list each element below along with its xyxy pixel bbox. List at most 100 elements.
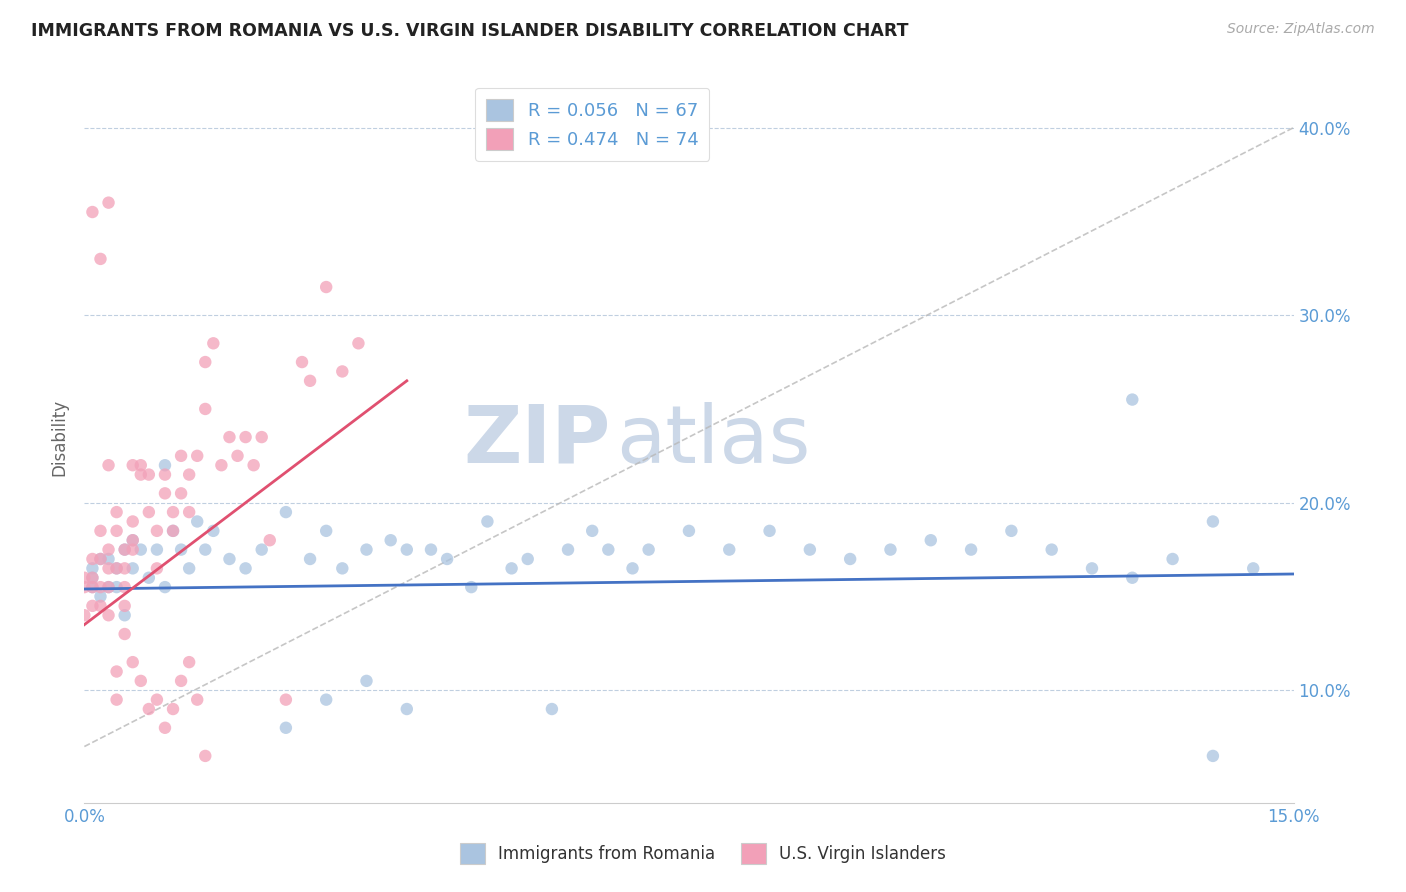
Point <box>121 533 143 548</box>
Point <box>758 524 780 538</box>
Point <box>879 542 901 557</box>
Point <box>153 486 176 500</box>
Point <box>89 599 111 613</box>
Point <box>315 692 337 706</box>
Point <box>97 552 120 566</box>
Point <box>291 355 314 369</box>
Point <box>114 608 136 623</box>
Point <box>194 748 217 763</box>
Point <box>218 430 240 444</box>
Point <box>299 552 322 566</box>
Point <box>1241 561 1264 575</box>
Point <box>226 449 249 463</box>
Point <box>1202 515 1225 529</box>
Point <box>194 355 217 369</box>
Point <box>186 449 208 463</box>
Point <box>202 336 225 351</box>
Point <box>299 374 322 388</box>
Point <box>179 655 201 669</box>
Point <box>209 458 232 473</box>
Text: IMMIGRANTS FROM ROMANIA VS U.S. VIRGIN ISLANDER DISABILITY CORRELATION CHART: IMMIGRANTS FROM ROMANIA VS U.S. VIRGIN I… <box>31 22 908 40</box>
Point <box>356 673 378 688</box>
Point <box>97 608 120 623</box>
Point <box>839 552 862 566</box>
Point <box>170 673 193 688</box>
Point <box>235 561 257 575</box>
Point <box>153 458 176 473</box>
Point <box>315 280 337 294</box>
Point <box>82 599 104 613</box>
Point <box>186 692 208 706</box>
Point <box>105 524 128 538</box>
Point <box>153 467 176 482</box>
Point <box>1000 524 1022 538</box>
Point <box>799 542 821 557</box>
Point <box>274 505 297 519</box>
Point <box>89 552 111 566</box>
Point <box>330 561 353 575</box>
Point <box>380 533 402 548</box>
Point <box>1161 552 1184 566</box>
Point <box>315 524 337 538</box>
Point <box>436 552 458 566</box>
Point <box>718 542 741 557</box>
Point <box>89 580 111 594</box>
Point <box>477 515 499 529</box>
Point <box>274 692 297 706</box>
Point <box>97 561 120 575</box>
Point <box>146 524 169 538</box>
Point <box>179 467 201 482</box>
Point <box>121 655 143 669</box>
Point <box>121 561 143 575</box>
Point <box>89 552 111 566</box>
Point <box>598 542 620 557</box>
Point <box>259 533 281 548</box>
Point <box>82 205 104 219</box>
Point <box>89 524 111 538</box>
Legend: R = 0.056   N = 67, R = 0.474   N = 74: R = 0.056 N = 67, R = 0.474 N = 74 <box>475 87 709 161</box>
Point <box>89 590 111 604</box>
Point <box>82 580 104 594</box>
Point <box>557 542 579 557</box>
Point <box>516 552 538 566</box>
Point <box>105 665 128 679</box>
Point <box>138 467 160 482</box>
Point <box>97 458 120 473</box>
Point <box>138 702 160 716</box>
Point <box>330 364 353 378</box>
Y-axis label: Disability: Disability <box>51 399 69 475</box>
Point <box>218 552 240 566</box>
Point <box>114 542 136 557</box>
Point <box>235 430 257 444</box>
Point <box>146 542 169 557</box>
Point <box>581 524 603 538</box>
Point <box>114 542 136 557</box>
Point <box>82 580 104 594</box>
Point <box>420 542 443 557</box>
Point <box>162 505 184 519</box>
Point <box>82 561 104 575</box>
Point <box>395 702 418 716</box>
Point <box>162 524 184 538</box>
Point <box>105 561 128 575</box>
Point <box>501 561 523 575</box>
Point <box>121 542 143 557</box>
Point <box>179 505 201 519</box>
Point <box>1081 561 1104 575</box>
Point <box>73 571 96 585</box>
Point <box>89 252 111 266</box>
Point <box>129 458 152 473</box>
Point <box>73 580 96 594</box>
Point <box>621 561 644 575</box>
Point <box>920 533 942 548</box>
Point <box>146 692 169 706</box>
Point <box>1040 542 1063 557</box>
Legend: Immigrants from Romania, U.S. Virgin Islanders: Immigrants from Romania, U.S. Virgin Isl… <box>454 837 952 871</box>
Point <box>121 458 143 473</box>
Point <box>242 458 264 473</box>
Point <box>73 608 96 623</box>
Point <box>82 571 104 585</box>
Point <box>97 580 120 594</box>
Point <box>170 486 193 500</box>
Point <box>138 571 160 585</box>
